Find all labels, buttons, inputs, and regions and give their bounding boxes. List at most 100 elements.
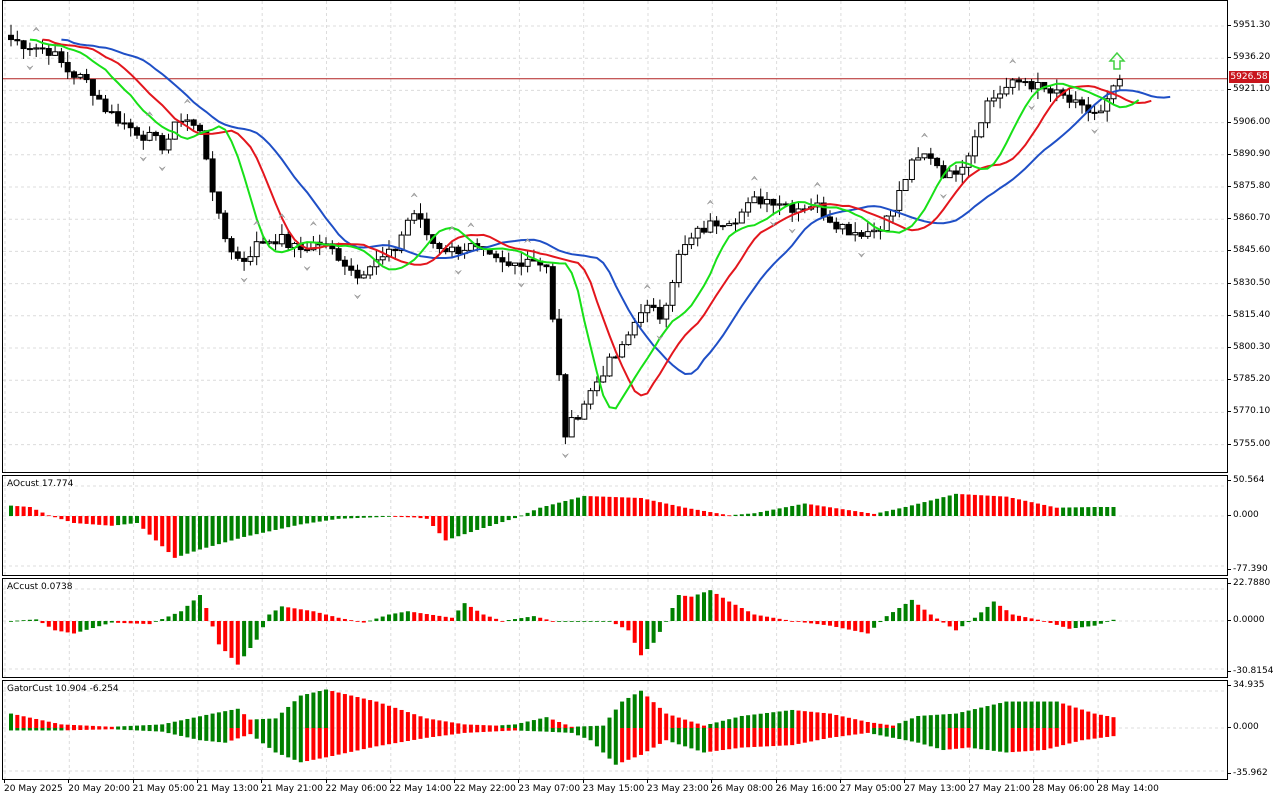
gator-upper-bar	[349, 695, 354, 728]
histogram-bar	[865, 512, 870, 516]
histogram-bar	[928, 614, 933, 621]
gator-lower-bar	[859, 728, 864, 734]
price-axis-label: 5906.00	[1227, 116, 1271, 127]
gator-upper-bar	[733, 717, 738, 728]
price-axis-label: 5785.20	[1227, 374, 1271, 385]
histogram-bar	[1048, 506, 1053, 516]
histogram-bar	[783, 507, 788, 516]
gator-upper-bar	[500, 725, 505, 728]
histogram-bar	[985, 606, 990, 621]
histogram-bar	[664, 621, 669, 622]
candle-body	[575, 417, 581, 420]
fractal-up-icon	[184, 98, 191, 104]
histogram-bar	[727, 515, 732, 517]
histogram-bar	[859, 512, 864, 516]
fractal-up-icon	[467, 222, 475, 228]
gator-upper-bar	[279, 712, 284, 728]
histogram-bar	[481, 516, 486, 528]
histogram-bar	[935, 498, 940, 516]
ao-axis-max: 50.564	[1228, 475, 1265, 485]
gator-upper-bar	[424, 718, 429, 728]
histogram-bar	[59, 621, 64, 632]
candle-body	[789, 203, 796, 213]
gator-upper-bar	[122, 726, 127, 728]
fractal-up-icon	[411, 192, 418, 198]
gator-upper-bar	[273, 718, 278, 728]
histogram-bar	[922, 502, 927, 516]
gator-upper-bar	[821, 712, 826, 728]
gator-upper-bar	[147, 724, 152, 728]
fractal-up-icon	[33, 26, 40, 32]
fractal-down-icon	[940, 194, 947, 199]
histogram-bar	[909, 505, 914, 516]
histogram-bar	[513, 516, 517, 519]
gator-upper-bar	[513, 724, 517, 728]
gator-lower-bar	[1080, 728, 1084, 741]
candle-body	[682, 244, 689, 255]
gator-upper-bar	[828, 713, 832, 728]
histogram-bar	[979, 495, 984, 516]
gator-upper-bar	[815, 712, 820, 728]
main-chart-pane[interactable]	[2, 0, 1228, 473]
histogram-bar	[9, 505, 13, 516]
histogram-bar	[897, 608, 902, 621]
histogram-bar	[216, 516, 221, 545]
gator-lower-bar	[254, 728, 259, 739]
histogram-bar	[1105, 621, 1110, 622]
candle-body	[272, 241, 279, 245]
gator-lower-bar	[714, 728, 719, 751]
gator-upper-bar	[1092, 713, 1097, 728]
gator-lower-bar	[355, 728, 360, 751]
histogram-bar	[702, 510, 706, 516]
fractal-down-icon	[455, 270, 462, 275]
candle-body	[209, 158, 216, 193]
candle-body	[845, 223, 852, 236]
gator-lower-bar	[1073, 728, 1078, 742]
gator-lower-bar	[179, 728, 184, 736]
histogram-bar	[588, 496, 593, 516]
gator-upper-bar	[216, 712, 221, 728]
gator-upper-bar	[872, 722, 877, 728]
histogram-bar	[84, 516, 89, 524]
gator-upper-bar	[639, 690, 643, 728]
histogram-bar	[960, 621, 965, 627]
histogram-bar	[431, 614, 436, 621]
ac-indicator-pane[interactable]: ACcust 0.0738	[2, 578, 1228, 678]
gator-upper-bar	[468, 724, 473, 728]
candle-body	[392, 248, 399, 252]
gator-lower-bar	[513, 728, 517, 731]
gator-lower-bar	[418, 728, 423, 739]
candle-body	[587, 390, 594, 405]
price-chart[interactable]	[3, 1, 1228, 473]
candle-body	[738, 211, 745, 224]
gator-lower-bar	[601, 728, 606, 753]
histogram-bar	[947, 621, 952, 627]
ao-label: AOcust 17.774	[7, 479, 74, 489]
candle-body	[285, 233, 292, 248]
candle-body	[971, 136, 978, 157]
gator-lower-bar	[1042, 728, 1047, 751]
histogram-bar	[1023, 500, 1028, 516]
ao-indicator-pane[interactable]: AOcust 17.774	[2, 475, 1228, 576]
price-axis-label: 5951.30	[1227, 20, 1271, 30]
gator-label: GatorCust 10.904 -6.254	[7, 684, 119, 694]
gator-lower-bar	[399, 728, 404, 743]
gator-indicator-pane[interactable]: GatorCust 10.904 -6.254	[2, 680, 1228, 780]
gator-upper-bar	[651, 702, 656, 728]
gator-upper-bar	[664, 713, 669, 728]
histogram-bar	[891, 612, 895, 621]
gator-lower-bar	[972, 728, 977, 749]
candle-body	[556, 318, 563, 376]
histogram-bar	[550, 504, 555, 516]
histogram-bar	[903, 603, 908, 621]
candle-body	[694, 227, 701, 239]
gator-upper-bar	[544, 717, 549, 728]
gator-lower-bar	[739, 728, 744, 748]
gator-lower-bar	[733, 728, 738, 749]
histogram-bar	[103, 621, 108, 625]
histogram-bar	[172, 613, 177, 621]
histogram-bar	[1111, 619, 1116, 621]
gator-upper-bar	[324, 689, 328, 728]
histogram-bar	[1092, 621, 1097, 626]
gator-lower-bar	[494, 728, 499, 732]
